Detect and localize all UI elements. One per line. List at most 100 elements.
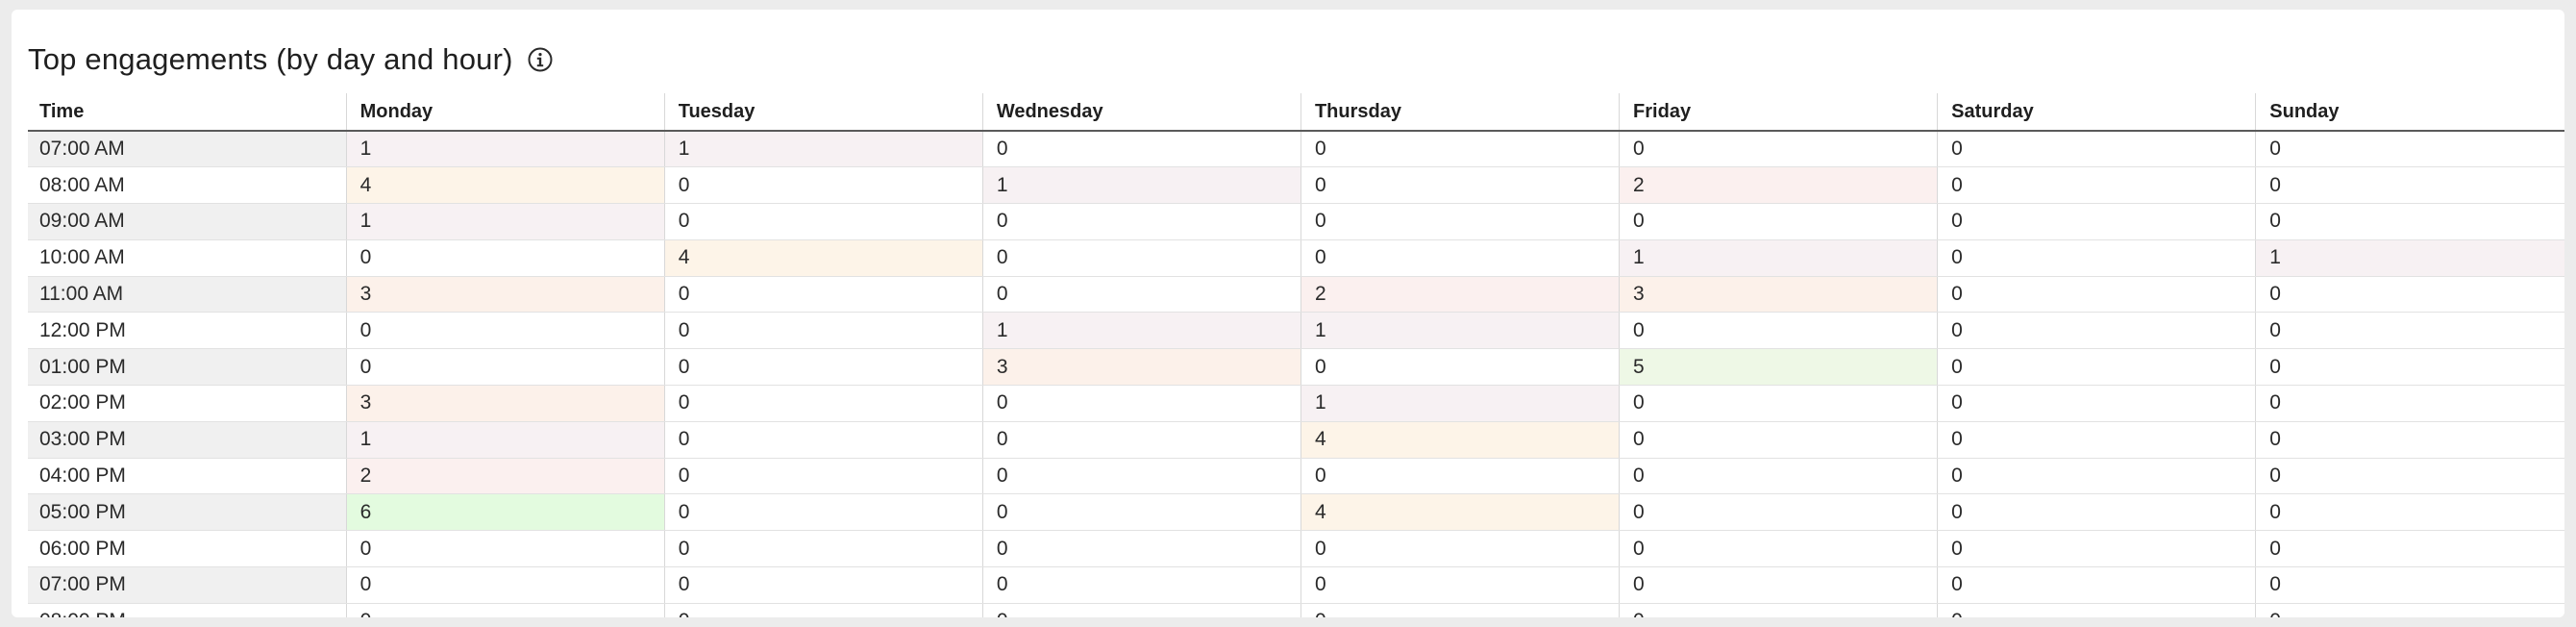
engagement-cell: 0 bbox=[1619, 493, 1938, 532]
engagement-cell: 0 bbox=[1937, 458, 2256, 495]
engagement-cell: 0 bbox=[1300, 166, 1620, 205]
engagement-cell: 0 bbox=[2255, 203, 2564, 240]
engagement-cell: 0 bbox=[663, 348, 983, 387]
engagement-cell: 0 bbox=[1937, 131, 2256, 168]
time-cell: 01:00 PM bbox=[28, 348, 347, 387]
time-cell: 04:00 PM bbox=[28, 458, 347, 495]
time-cell: 06:00 PM bbox=[28, 530, 347, 568]
engagement-cell: 1 bbox=[981, 312, 1301, 350]
engagement-cell: 0 bbox=[981, 239, 1301, 277]
engagement-cell: 0 bbox=[663, 421, 983, 459]
engagement-cell: 4 bbox=[1300, 421, 1620, 459]
engagement-cell: 0 bbox=[1619, 312, 1938, 350]
engagement-cell: 4 bbox=[663, 239, 983, 277]
table-row: 08:00 AM 4 0 1 0 2 0 0 bbox=[28, 166, 2564, 205]
table-row: 02:00 PM 3 0 0 1 0 0 0 bbox=[28, 385, 2564, 422]
engagement-cell: 0 bbox=[663, 566, 983, 604]
table-row: 11:00 AM 3 0 0 2 3 0 0 bbox=[28, 276, 2564, 314]
engagement-cell: 0 bbox=[1300, 239, 1620, 277]
engagement-cell: 0 bbox=[1300, 131, 1620, 168]
engagement-cell: 0 bbox=[2255, 421, 2564, 459]
time-cell: 11:00 AM bbox=[28, 276, 347, 314]
engagement-cell: 2 bbox=[1619, 166, 1938, 205]
column-header-tuesday: Tuesday bbox=[663, 93, 983, 132]
engagement-cell: 0 bbox=[1619, 603, 1938, 617]
time-cell: 07:00 PM bbox=[28, 566, 347, 604]
engagement-cell: 0 bbox=[1937, 566, 2256, 604]
engagement-cell: 0 bbox=[981, 493, 1301, 532]
engagement-cell: 0 bbox=[1619, 458, 1938, 495]
time-cell: 07:00 AM bbox=[28, 131, 347, 168]
engagement-cell: 0 bbox=[2255, 166, 2564, 205]
engagement-cell: 4 bbox=[1300, 493, 1620, 532]
column-header-time: Time bbox=[28, 93, 347, 132]
engagement-cell: 0 bbox=[1937, 166, 2256, 205]
engagement-cell: 1 bbox=[345, 131, 665, 168]
engagement-cell: 0 bbox=[1937, 493, 2256, 532]
engagement-cell: 0 bbox=[345, 239, 665, 277]
engagement-cell: 1 bbox=[1300, 312, 1620, 350]
engagement-cell: 3 bbox=[1619, 276, 1938, 314]
engagement-cell: 0 bbox=[1619, 530, 1938, 568]
engagement-cell: 3 bbox=[345, 385, 665, 422]
engagement-cell: 0 bbox=[981, 131, 1301, 168]
table-row: 06:00 PM 0 0 0 0 0 0 0 bbox=[28, 530, 2564, 568]
column-header-thursday: Thursday bbox=[1300, 93, 1620, 132]
engagement-cell: 0 bbox=[663, 276, 983, 314]
engagement-cell: 0 bbox=[981, 385, 1301, 422]
engagement-cell: 0 bbox=[1300, 566, 1620, 604]
engagement-cell: 0 bbox=[2255, 493, 2564, 532]
engagement-cell: 4 bbox=[345, 166, 665, 205]
engagement-cell: 0 bbox=[1619, 421, 1938, 459]
engagement-cell: 1 bbox=[345, 421, 665, 459]
info-circle-icon[interactable] bbox=[527, 46, 554, 73]
engagement-cell: 0 bbox=[1937, 239, 2256, 277]
engagement-cell: 0 bbox=[2255, 276, 2564, 314]
engagement-cell: 0 bbox=[663, 312, 983, 350]
engagement-cell: 0 bbox=[663, 166, 983, 205]
table-row: 03:00 PM 1 0 0 4 0 0 0 bbox=[28, 421, 2564, 459]
engagement-cell: 0 bbox=[1937, 348, 2256, 387]
engagement-cell: 0 bbox=[981, 458, 1301, 495]
engagement-cell: 1 bbox=[345, 203, 665, 240]
time-cell: 08:00 PM bbox=[28, 603, 347, 617]
engagement-cell: 0 bbox=[663, 603, 983, 617]
engagements-table-container[interactable]: Time Monday Tuesday Wednesday Thursday F… bbox=[28, 93, 2564, 617]
engagement-cell: 3 bbox=[345, 276, 665, 314]
engagement-cell: 0 bbox=[981, 566, 1301, 604]
engagement-cell: 0 bbox=[1937, 421, 2256, 459]
engagement-cell: 0 bbox=[1619, 566, 1938, 604]
engagement-cell: 0 bbox=[1937, 203, 2256, 240]
engagement-cell: 0 bbox=[981, 530, 1301, 568]
engagement-cell: 0 bbox=[345, 312, 665, 350]
table-row: 05:00 PM 6 0 0 4 0 0 0 bbox=[28, 493, 2564, 532]
table-row: 04:00 PM 2 0 0 0 0 0 0 bbox=[28, 458, 2564, 495]
engagement-cell: 3 bbox=[981, 348, 1301, 387]
engagement-cell: 0 bbox=[1300, 203, 1620, 240]
time-cell: 12:00 PM bbox=[28, 312, 347, 350]
engagement-cell: 1 bbox=[2255, 239, 2564, 277]
engagement-cell: 0 bbox=[1937, 530, 2256, 568]
engagement-cell: 0 bbox=[345, 348, 665, 387]
engagement-cell: 1 bbox=[663, 131, 983, 168]
engagement-cell: 0 bbox=[1300, 603, 1620, 617]
engagement-cell: 0 bbox=[2255, 385, 2564, 422]
engagement-cell: 0 bbox=[663, 493, 983, 532]
time-cell: 10:00 AM bbox=[28, 239, 347, 277]
table-row: 01:00 PM 0 0 3 0 5 0 0 bbox=[28, 348, 2564, 387]
engagement-cell: 0 bbox=[1619, 203, 1938, 240]
engagement-cell: 0 bbox=[1619, 385, 1938, 422]
engagement-cell: 0 bbox=[1937, 385, 2256, 422]
engagement-cell: 0 bbox=[1937, 276, 2256, 314]
time-cell: 02:00 PM bbox=[28, 385, 347, 422]
engagement-cell: 0 bbox=[345, 530, 665, 568]
table-row: 12:00 PM 0 0 1 1 0 0 0 bbox=[28, 312, 2564, 350]
engagement-cell: 0 bbox=[2255, 566, 2564, 604]
engagement-cell: 0 bbox=[663, 530, 983, 568]
engagement-cell: 0 bbox=[1300, 458, 1620, 495]
engagement-cell: 0 bbox=[663, 458, 983, 495]
engagements-table: Time Monday Tuesday Wednesday Thursday F… bbox=[28, 93, 2564, 617]
engagement-cell: 0 bbox=[2255, 530, 2564, 568]
engagement-cell: 0 bbox=[1619, 131, 1938, 168]
